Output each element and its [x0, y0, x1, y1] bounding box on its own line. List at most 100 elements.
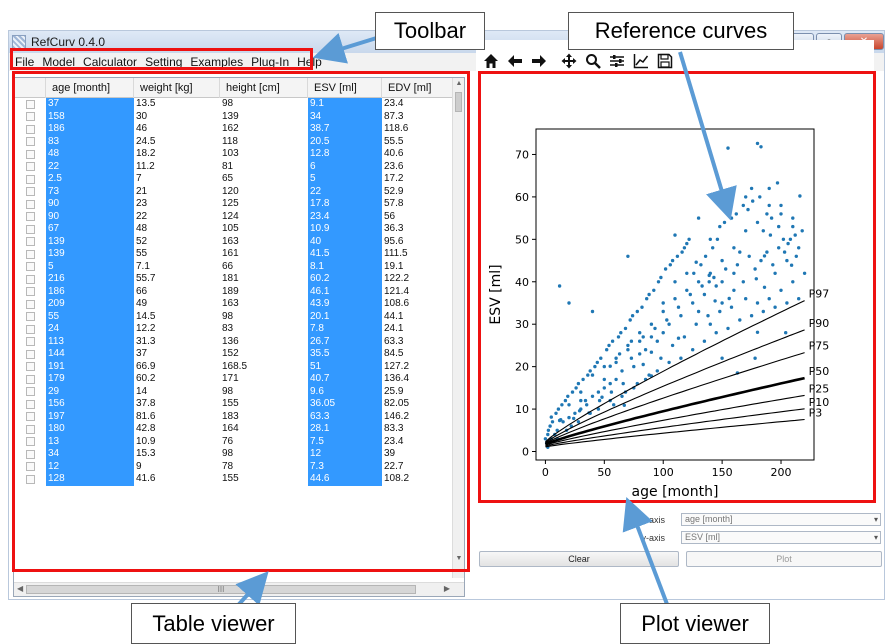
menu-calculator[interactable]: Calculator — [83, 55, 138, 69]
configure-icon[interactable] — [606, 50, 628, 72]
table-cell[interactable]: 22 — [46, 160, 134, 173]
table-cell[interactable]: 55 — [136, 248, 148, 259]
row-checkbox[interactable] — [26, 374, 35, 384]
table-row[interactable]: 83 24.5 118 20.5 55.5 — [14, 135, 454, 148]
table-row[interactable]: 216 55.7 181 60.2 122.2 — [14, 273, 454, 286]
table-cell[interactable]: 55.5 — [384, 135, 404, 147]
row-checkbox[interactable] — [26, 474, 35, 484]
table-cell[interactable]: 40.6 — [384, 148, 404, 159]
table-cell[interactable]: 136 — [222, 335, 239, 347]
table-cell[interactable]: 12 — [46, 460, 134, 473]
column-header-height[interactable]: height [cm] — [220, 78, 308, 98]
table-cell[interactable]: 60.2 — [308, 273, 382, 286]
table-cell[interactable]: 146.2 — [384, 410, 410, 422]
table-row[interactable]: 179 60.2 171 40.7 136.4 — [14, 373, 454, 386]
table-cell[interactable]: 158 — [46, 110, 134, 123]
horizontal-scroll-thumb[interactable]: III — [26, 585, 416, 594]
table-cell[interactable]: 113 — [46, 335, 134, 348]
table-cell[interactable]: 23.4 — [384, 435, 404, 447]
table-cell[interactable]: 98 — [222, 448, 234, 459]
table-cell[interactable]: 180 — [46, 423, 134, 436]
menu-setting[interactable]: Setting — [145, 55, 183, 69]
table-cell[interactable]: 128 — [46, 473, 134, 486]
table-corner-header[interactable] — [14, 78, 46, 98]
table-cell[interactable]: 55 — [46, 310, 134, 323]
table-cell[interactable]: 9.1 — [308, 98, 382, 111]
table-cell[interactable]: 23.6 — [384, 160, 404, 172]
table-cell[interactable]: 22 — [136, 210, 148, 222]
table-cell[interactable]: 24 — [46, 323, 134, 336]
table-cell[interactable]: 17.8 — [308, 198, 382, 211]
table-cell[interactable]: 37.8 — [136, 398, 156, 409]
table-row[interactable]: 22 11.2 81 6 23.6 — [14, 160, 454, 173]
table-cell[interactable]: 121.4 — [384, 285, 410, 297]
table-cell[interactable]: 43.9 — [308, 298, 382, 311]
table-cell[interactable]: 24.5 — [136, 135, 156, 147]
table-cell[interactable]: 31.3 — [136, 335, 156, 347]
plot-button[interactable]: Plot — [686, 551, 882, 567]
table-cell[interactable]: 51 — [308, 360, 382, 373]
table-cell[interactable]: 189 — [222, 285, 239, 297]
table-cell[interactable]: 12 — [308, 448, 382, 461]
table-row[interactable]: 13 10.9 76 7.5 23.4 — [14, 435, 454, 448]
table-cell[interactable]: 82.05 — [384, 398, 410, 409]
table-cell[interactable]: 168.5 — [222, 360, 248, 372]
row-checkbox[interactable] — [26, 312, 35, 321]
table-cell[interactable]: 41.5 — [308, 248, 382, 261]
table-cell[interactable]: 11.2 — [136, 160, 155, 172]
table-cell[interactable]: 162 — [222, 123, 239, 134]
column-header-age[interactable]: age [month] — [46, 78, 134, 98]
table-cell[interactable]: 34 — [46, 448, 134, 461]
table-cell[interactable]: 52 — [136, 235, 148, 247]
table-cell[interactable]: 66 — [222, 260, 234, 272]
table-cell[interactable]: 83 — [46, 135, 134, 148]
table-row[interactable]: 186 66 189 46.1 121.4 — [14, 285, 454, 298]
row-checkbox[interactable] — [26, 362, 35, 371]
table-cell[interactable]: 22.7 — [384, 460, 404, 472]
table-cell[interactable]: 26.7 — [308, 335, 382, 348]
table-cell[interactable]: 78 — [222, 460, 234, 472]
table-row[interactable]: 55 14.5 98 20.1 44.1 — [14, 310, 454, 323]
table-cell[interactable]: 25.9 — [384, 385, 404, 397]
menu-examples[interactable]: Examples — [190, 55, 244, 69]
table-cell[interactable]: 9.6 — [308, 385, 382, 398]
table-cell[interactable]: 186 — [46, 123, 134, 136]
table-row[interactable]: 139 55 161 41.5 111.5 — [14, 248, 454, 261]
row-checkbox[interactable] — [26, 274, 35, 284]
axes-icon[interactable] — [630, 50, 652, 72]
table-cell[interactable]: 83.3 — [384, 423, 404, 434]
table-cell[interactable]: 10.9 — [308, 223, 382, 236]
table-cell[interactable]: 41.6 — [136, 473, 156, 484]
table-cell[interactable]: 67 — [46, 223, 134, 236]
row-checkbox[interactable] — [26, 437, 35, 446]
row-checkbox[interactable] — [26, 237, 35, 246]
table-cell[interactable]: 46 — [136, 123, 148, 134]
table-cell[interactable]: 209 — [46, 298, 134, 311]
table-row[interactable]: 156 37.8 155 36.05 82.05 — [14, 398, 454, 411]
table-cell[interactable]: 6 — [308, 160, 382, 173]
table-cell[interactable]: 13 — [46, 435, 134, 448]
table-cell[interactable]: 81 — [222, 160, 234, 172]
table-row[interactable]: 73 21 120 22 52.9 — [14, 185, 454, 198]
table-cell[interactable]: 118.6 — [384, 123, 409, 134]
column-header-weight[interactable]: weight [kg] — [134, 78, 220, 98]
row-checkbox[interactable] — [26, 262, 35, 271]
menu-plug-in[interactable]: Plug-In — [251, 55, 290, 69]
table-cell[interactable]: 23.4 — [308, 210, 382, 223]
table-cell[interactable]: 90 — [46, 210, 134, 223]
table-cell[interactable]: 37 — [136, 348, 148, 359]
table-row[interactable]: 90 22 124 23.4 56 — [14, 210, 454, 223]
table-cell[interactable]: 17.2 — [384, 173, 404, 184]
table-cell[interactable]: 52.9 — [384, 185, 404, 197]
table-row[interactable]: 34 15.3 98 12 39 — [14, 448, 454, 461]
table-row[interactable]: 48 18.2 103 12.8 40.6 — [14, 148, 454, 161]
table-cell[interactable]: 65 — [222, 173, 234, 184]
table-cell[interactable]: 171 — [222, 373, 239, 384]
scroll-down-icon[interactable]: ▼ — [455, 555, 463, 562]
row-checkbox[interactable] — [26, 199, 35, 209]
table-cell[interactable]: 156 — [46, 398, 134, 411]
table-cell[interactable]: 23.4 — [384, 98, 404, 109]
row-checkbox[interactable] — [26, 224, 35, 234]
table-cell[interactable]: 95.6 — [384, 235, 404, 247]
table-row[interactable]: 128 41.6 155 44.6 108.2 — [14, 473, 454, 486]
